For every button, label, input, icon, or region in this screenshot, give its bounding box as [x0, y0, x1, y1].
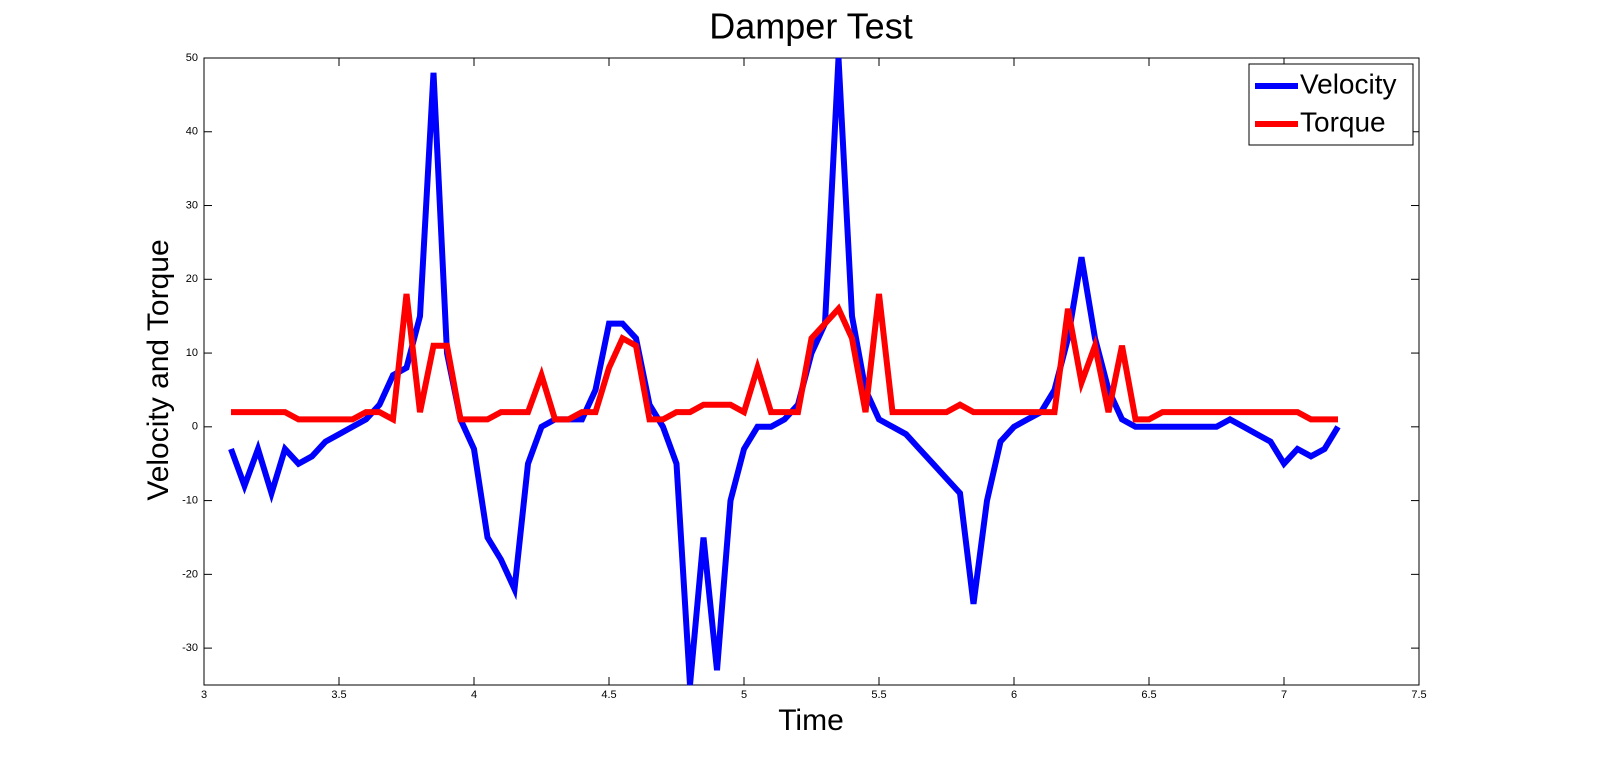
data-line: [231, 293, 1338, 425]
y-tick-label: 0: [192, 421, 198, 433]
x-tick-label: 3.5: [331, 689, 346, 701]
legend-label: Velocity: [1300, 68, 1397, 99]
x-tick-label: 4.5: [601, 689, 616, 701]
y-tick-label: 50: [186, 52, 198, 64]
x-tick-label: 4: [471, 689, 477, 701]
y-tick-label: 30: [186, 199, 198, 211]
data-line: [228, 57, 1341, 686]
x-tick-label: 7: [1281, 689, 1287, 701]
x-tick-label: 7.5: [1411, 689, 1426, 701]
y-tick-label: 20: [186, 273, 198, 285]
legend-box: [1248, 63, 1414, 146]
plot-frame: [203, 57, 1420, 686]
legend-label: Torque: [1300, 106, 1386, 137]
y-tick-label: 40: [186, 126, 198, 138]
x-tick-label: 6: [1011, 689, 1017, 701]
y-tick-label: 10: [186, 347, 198, 359]
x-tick-label: 6.5: [1141, 689, 1156, 701]
y-axis-label: Velocity and Torque: [142, 239, 175, 500]
x-tick-label: 5.5: [871, 689, 886, 701]
x-tick-label: 5: [741, 689, 747, 701]
y-tick-label: -10: [182, 494, 198, 506]
x-axis-label: Time: [778, 704, 844, 737]
y-tick-label: -20: [182, 568, 198, 580]
y-tick-label: -30: [182, 642, 198, 654]
chart-title: Damper Test: [709, 6, 912, 47]
x-tick-label: 3: [201, 689, 207, 701]
